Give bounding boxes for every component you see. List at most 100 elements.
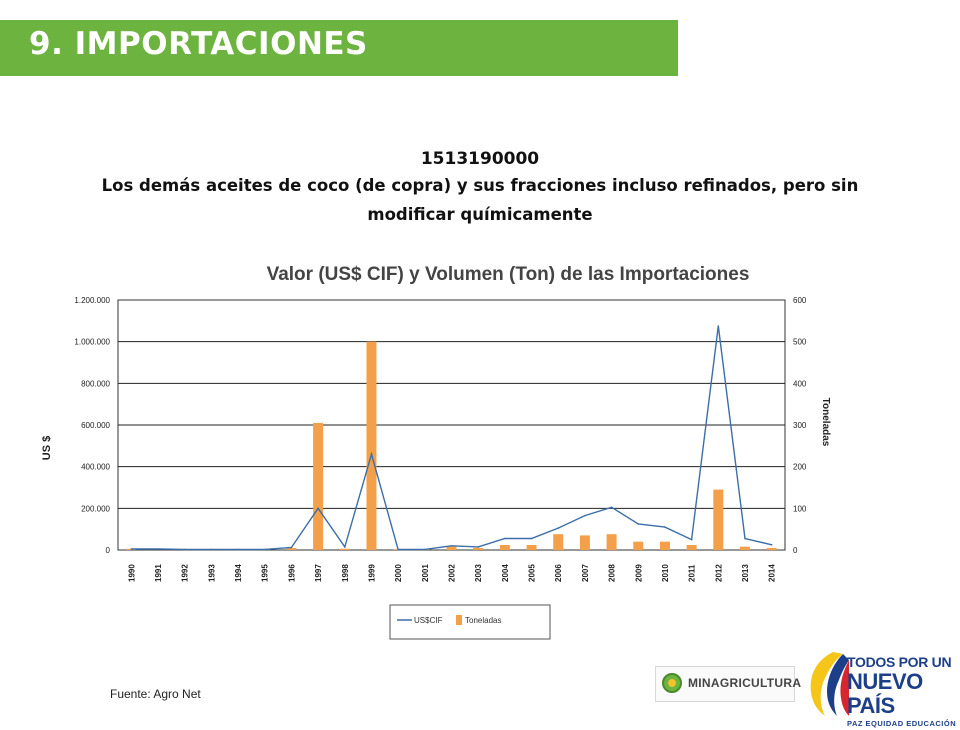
tonnage-bar-1996: [286, 547, 297, 550]
legend-bar-label: Toneladas: [465, 616, 501, 625]
ministry-name: MINAGRICULTURA: [688, 676, 802, 690]
x-tick-label: 2011: [688, 564, 697, 582]
slogan-logo: TODOS POR UN NUEVO PAÍS PAZ EQUIDAD EDUC…: [847, 654, 960, 730]
x-tick-label: 2008: [608, 564, 617, 582]
value-point-1995: [263, 548, 266, 551]
section-header: 9. IMPORTACIONES: [0, 20, 678, 76]
x-tick-label: 2014: [768, 564, 777, 582]
value-point-2004: [504, 537, 506, 540]
right-axis-label: Toneladas: [820, 398, 831, 447]
x-tick-label: 2013: [741, 564, 750, 582]
left-tick-label: 1.000.000: [74, 338, 110, 347]
product-code: 1513190000: [420, 149, 540, 169]
x-tick-label: 1990: [127, 564, 136, 582]
value-point-1999: [370, 453, 373, 455]
value-point-2009: [637, 523, 640, 525]
x-tick-label: 2009: [634, 564, 643, 582]
x-tick-label: 2006: [554, 564, 563, 582]
x-tick-label: 1992: [181, 564, 190, 582]
x-tick-label: 2003: [474, 564, 483, 582]
legend-line-label: US$CIF: [414, 616, 443, 625]
value-point-2014: [770, 544, 773, 546]
tonnage-bar-2013: [739, 546, 750, 550]
left-tick-label: 200.000: [81, 504, 110, 513]
value-point-1996: [290, 546, 293, 549]
right-tick-label: 0: [793, 546, 798, 555]
section-title: 9. IMPORTACIONES: [29, 26, 368, 62]
legend: US$CIF Toneladas: [389, 604, 551, 640]
x-tick-label: 1997: [314, 564, 323, 582]
value-point-2000: [397, 548, 399, 551]
left-tick-label: 600.000: [81, 421, 110, 430]
tonnage-bar-2003: [473, 547, 484, 550]
x-tick-label: 1993: [207, 564, 216, 582]
ministry-seal-icon: [662, 673, 682, 693]
product-description-line1: Los demás aceites de coco (de copra) y s…: [101, 176, 859, 195]
chart-title: Valor (US$ CIF) y Volumen (Ton) de las I…: [267, 264, 750, 285]
x-tick-label: 2005: [528, 564, 537, 582]
value-point-2001: [424, 548, 426, 551]
x-tick-label: 2010: [661, 564, 670, 582]
value-point-2013: [744, 537, 746, 540]
value-line: [130, 325, 773, 551]
value-point-1998: [344, 546, 346, 548]
right-tick-label: 600: [793, 296, 807, 305]
source-note: Fuente: Agro Net: [110, 687, 201, 701]
value-point-2006: [557, 527, 559, 529]
minagricultura-logo: MINAGRICULTURA: [655, 666, 801, 702]
tonnage-bar-2008: [606, 534, 617, 550]
tonnage-bar-2011: [686, 545, 697, 550]
imports-chart: Valor (US$ CIF) y Volumen (Ton) de las I…: [41, 264, 831, 640]
tonnage-bar-2002: [446, 546, 457, 550]
value-point-2007: [584, 514, 586, 517]
grid-lines: [117, 299, 786, 551]
x-tick-label: 2007: [581, 564, 590, 582]
x-tick-label: 2012: [714, 564, 723, 582]
tonnage-bar-2005: [526, 545, 537, 550]
value-point-2011: [690, 538, 693, 541]
slogan-line2: NUEVO PAÍS: [847, 669, 923, 718]
tonnage-bar-2007: [579, 535, 590, 550]
value-point-1994: [237, 548, 239, 551]
left-axis-label: US $: [41, 436, 53, 460]
tonnage-bar-2004: [499, 545, 510, 550]
value-point-1991: [157, 548, 159, 550]
left-tick-label: 800.000: [81, 379, 110, 388]
value-line-path: [131, 325, 772, 551]
left-tick-label: 1.200.000: [74, 296, 110, 305]
right-tick-label: 500: [793, 338, 807, 347]
x-axis-ticks: 1990 1991 1992 1993 1994 1995 1996 1997 1998 1999…: [127, 564, 776, 582]
right-tick-label: 200: [793, 463, 807, 472]
tonnage-bars: [126, 341, 777, 550]
x-tick-label: 1995: [261, 564, 270, 582]
left-tick-label: 400.000: [81, 463, 110, 472]
value-point-1997: [317, 507, 319, 510]
value-point-2002: [450, 545, 453, 547]
x-tick-label: 1996: [287, 564, 296, 582]
right-tick-label: 300: [793, 421, 807, 430]
x-tick-label: 1991: [154, 564, 163, 582]
value-point-2008: [610, 506, 613, 509]
tonnage-bar-2010: [659, 541, 670, 550]
tonnage-bar-1998: [339, 548, 350, 550]
tonnage-bar-2014: [766, 547, 777, 550]
tonnage-bar-2012: [713, 489, 724, 550]
colombia-flag-icon: [810, 652, 849, 716]
tonnage-bar-1997: [313, 422, 324, 550]
x-tick-label: 2000: [394, 564, 403, 582]
value-point-2010: [664, 526, 666, 528]
x-tick-label: 1994: [234, 564, 243, 582]
legend-bar-swatch: [456, 615, 462, 625]
legend-box: [389, 604, 551, 640]
x-tick-label: 2002: [448, 564, 457, 582]
footer-logos: MINAGRICULTURA TODOS POR UN NUEVO PAÍS P…: [655, 648, 960, 728]
left-tick-label: 0: [106, 546, 111, 555]
value-point-1992: [183, 548, 186, 551]
x-tick-label: 2004: [501, 564, 510, 582]
tonnage-bar-2006: [553, 534, 564, 550]
x-tick-label: 1999: [368, 564, 377, 582]
right-axis-ticks: 0 100 200 300 400 500 600: [793, 296, 807, 555]
product-description-line2: modificar químicamente: [367, 205, 593, 224]
right-tick-label: 100: [793, 504, 807, 513]
left-axis-ticks: 0 200.000 400.000 600.000 800.000 1.000.000 1.…: [74, 296, 110, 555]
